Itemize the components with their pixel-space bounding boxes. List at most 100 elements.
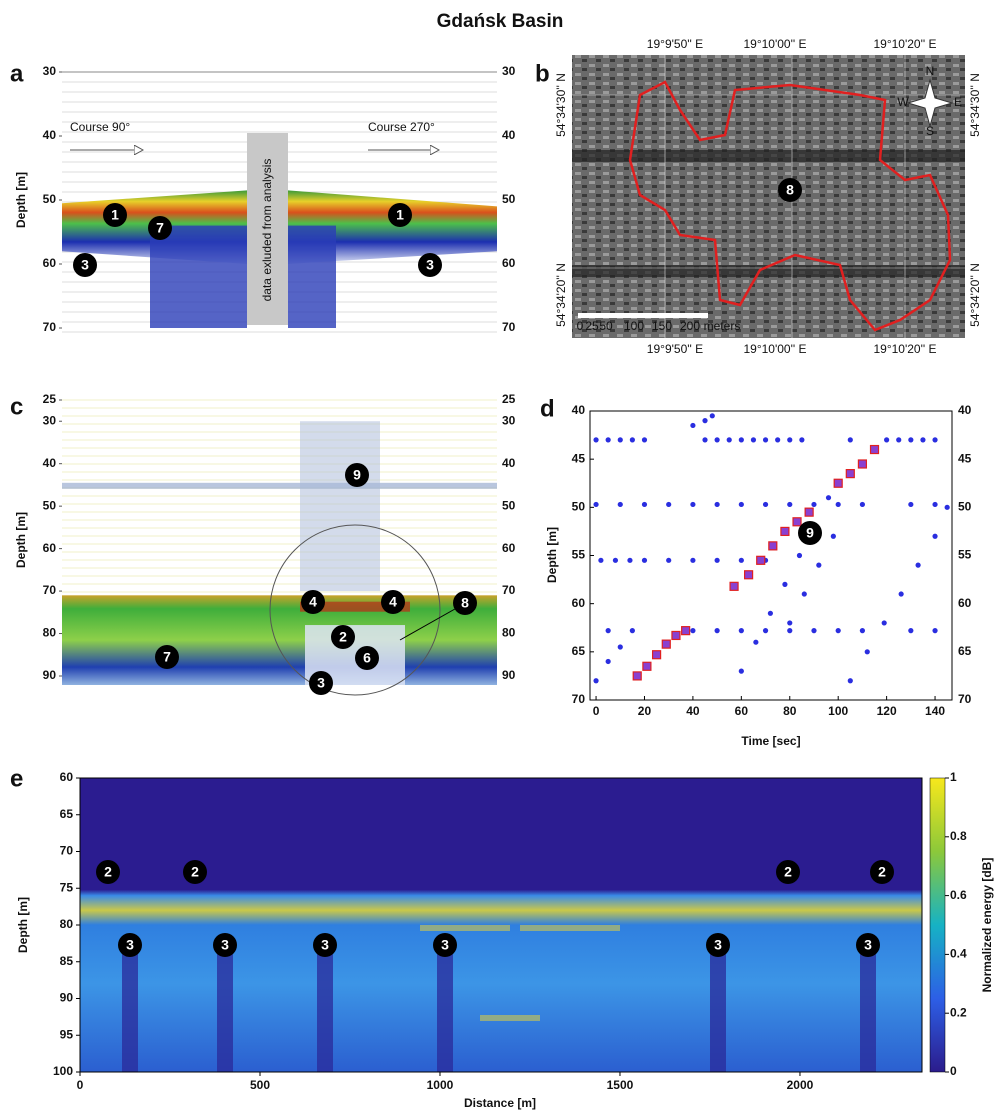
panel-letter: e: [10, 765, 23, 792]
scatter-point: [932, 437, 938, 443]
marker-circle: [776, 860, 800, 884]
scatter-point: [908, 501, 914, 508]
colorbar-tick-label: 0.2: [950, 1005, 967, 1019]
longitude-label: 19°9'50'' E: [647, 342, 703, 356]
marker-circle: [778, 178, 802, 202]
colorbar-tick-label: 1: [950, 770, 957, 784]
scatter-point: [920, 437, 926, 443]
y-tick-label: 70: [60, 844, 74, 858]
scatter-point: [690, 557, 696, 563]
scale-label: 100: [624, 319, 644, 333]
marker-circle: [148, 216, 172, 240]
colorbar-tick-label: 0.8: [950, 829, 967, 843]
scatter-point: [799, 437, 805, 443]
y-tick-label-right: 40: [502, 128, 516, 142]
x-tick-label: 1500: [607, 1078, 634, 1092]
echo-band: [62, 482, 497, 489]
scatter-point: [709, 413, 715, 419]
latitude-label: 54°34'20'' N: [968, 263, 982, 327]
colorbar: [929, 777, 946, 1073]
tracked-point: [756, 555, 766, 565]
marker-circle: [103, 203, 127, 227]
colorbar-tick-label: 0: [950, 1064, 957, 1078]
marker-label: 2: [784, 864, 792, 880]
marker-label: 8: [786, 182, 794, 198]
scatter-point: [787, 501, 793, 508]
x-tick-label: 0: [593, 704, 600, 718]
marker-circle: [301, 590, 325, 614]
y-tick-label-right: 40: [502, 456, 516, 470]
echo-shadow: [122, 947, 138, 1072]
scatter-point: [859, 501, 866, 508]
annotation: Course 90°: [70, 120, 130, 134]
scatter-point: [629, 628, 635, 634]
scatter-point: [811, 628, 817, 634]
y-tick-label: 50: [43, 498, 57, 512]
y-tick-label: 50: [572, 500, 586, 514]
scatter-point: [944, 504, 950, 510]
y-tick-label-right: 60: [502, 541, 516, 555]
marker-label: 3: [441, 937, 449, 953]
y-tick-label-right: 80: [502, 626, 516, 640]
echo-hotspot: [300, 601, 410, 612]
scatter-point: [898, 591, 904, 597]
plot-frame: [589, 410, 953, 701]
scale-label: 0: [577, 319, 584, 333]
y-tick-label: 40: [43, 128, 57, 142]
y-tick-label: 70: [43, 583, 57, 597]
scatter-point: [782, 581, 788, 588]
y-tick-label: 75: [60, 880, 74, 894]
scatter-point: [835, 628, 841, 634]
y-tick-label-right: 40: [958, 403, 972, 417]
tracked-point: [744, 570, 754, 580]
marker-circle: [73, 253, 97, 277]
marker-circle: [453, 591, 477, 615]
y-tick-label: 80: [43, 626, 57, 640]
tracked-point: [792, 517, 802, 527]
x-tick-label: 1000: [427, 1078, 454, 1092]
y-tick-label-right: 55: [958, 548, 972, 562]
tracked-point: [651, 650, 662, 660]
marker-label: 3: [81, 257, 89, 273]
y-tick-label: 60: [60, 770, 74, 784]
tracked-point: [780, 526, 790, 537]
marker-label: 1: [111, 207, 119, 223]
panel-letter: b: [535, 60, 550, 87]
x-tick-label: 140: [925, 704, 945, 718]
scatter-point: [787, 620, 793, 626]
marker-circle: [798, 521, 822, 545]
compass-label: E: [954, 95, 962, 109]
scatter-point: [598, 557, 604, 563]
leader-line: [399, 604, 463, 641]
y-tick-label: 90: [43, 668, 57, 682]
scatter-point: [617, 437, 623, 443]
marker-label: 7: [163, 649, 171, 665]
scatter-point: [714, 557, 720, 563]
scatter-point: [605, 658, 611, 665]
marker-label: 2: [191, 864, 199, 880]
tracked-point: [768, 541, 778, 551]
x-tick-label: 2000: [787, 1078, 814, 1092]
x-tick-label: 20: [638, 704, 652, 718]
scatter-point: [605, 437, 611, 443]
scatter-point: [738, 557, 744, 563]
x-axis-label: Distance [m]: [464, 1096, 536, 1110]
scatter-point: [641, 437, 648, 443]
y-tick-label: 55: [572, 548, 586, 562]
scatter-point: [881, 620, 887, 626]
scatter-point: [801, 591, 807, 597]
y-axis-label: Depth [m]: [16, 897, 30, 953]
scatter-point: [847, 437, 853, 443]
y-tick-label-right: 50: [502, 192, 516, 206]
y-tick-label: 40: [572, 403, 586, 417]
sonar-image: [572, 55, 965, 338]
scatter-point: [787, 628, 793, 634]
y-tick-label-right: 70: [502, 320, 516, 334]
scatter-point: [932, 533, 938, 539]
scatter-point: [830, 533, 836, 539]
scatter-point: [750, 437, 757, 443]
y-tick-label-right: 90: [502, 668, 516, 682]
longitude-label: 19°10'20'' E: [873, 37, 936, 51]
scatter-point: [593, 678, 599, 684]
